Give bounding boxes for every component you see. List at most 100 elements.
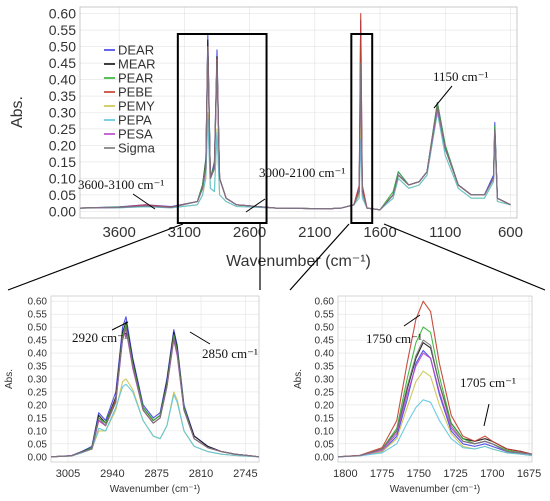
annotation-2920: 2920 cm⁻¹: [72, 330, 128, 345]
annotation-arrow-1150: [433, 85, 453, 109]
main-ytick-label: 0.55: [49, 22, 76, 38]
zoom_ch-xtick-label: 2810: [189, 468, 213, 480]
zoom_ch-ytick-label: 0.60: [28, 297, 48, 308]
highlight-box-1: [176, 33, 268, 224]
main-ytick-label: 0.50: [49, 38, 76, 54]
main-ytick-label: 0.20: [49, 137, 76, 153]
zoom_co-ytick-label: 0.00: [315, 452, 335, 463]
main-ytick-label: 0.45: [49, 55, 76, 71]
zoom_ch-series-pepa: [50, 383, 260, 458]
main-xtick-label: 3100: [168, 224, 201, 241]
main-ytick-label: 0.10: [49, 170, 76, 186]
zoom_co-series-pepa: [337, 399, 533, 458]
zoom_co-xtick-label: 1800: [333, 468, 357, 480]
main-xtick-label: 2600: [233, 224, 266, 241]
main-ytick-label: 0.00: [49, 203, 76, 219]
zoom-connector-right-a: [289, 223, 350, 291]
main-series-pepa: [79, 111, 511, 211]
highlight-box-2: [350, 33, 374, 224]
main-xtick-label: 3600: [102, 224, 135, 241]
annotation-arrow-2920: [111, 321, 129, 331]
zoom_co-ytick-label: 0.40: [315, 349, 335, 360]
zoom-ch-ylabel: Abs.: [4, 369, 15, 389]
legend-label-pebe: PEBE: [118, 85, 153, 100]
main-ylabel: Abs.: [9, 96, 26, 128]
main-xlabel: Wavenumber (cm⁻¹): [226, 253, 371, 270]
zoom_ch-ytick-label: 0.20: [28, 400, 48, 411]
zoom_co-ytick-label: 0.05: [315, 439, 335, 450]
zoom_co-ytick-label: 0.50: [315, 323, 335, 334]
main-ytick-label: 0.40: [49, 71, 76, 87]
main-xtick-label: 1100: [429, 224, 461, 241]
main-series-sigma: [79, 49, 511, 211]
zoom_co-xtick-label: 1725: [443, 468, 467, 480]
annotation-3600-3100: 3600-3100 cm⁻¹: [78, 177, 164, 192]
zoom_co-xtick-label: 1750: [407, 468, 431, 480]
zoom_co-panel: 0.00 0.05 0.10 0.15 0.20 0.250.30 0.35 0.40 0.45…: [315, 295, 541, 480]
zoom_co-ytick-label: 0.55: [315, 310, 335, 321]
zoom_ch-ytick-label: 0.25: [28, 387, 48, 398]
zoom_co-xtick-label: 1675: [517, 468, 541, 480]
legend-label-dear: DEAR: [118, 43, 154, 58]
zoom_ch-ytick-label: 0.15: [28, 413, 48, 424]
zoom_co-series-pebe: [337, 300, 533, 458]
zoom_ch-ytick-label: 0.35: [28, 362, 48, 373]
main-ytick-label: 0.35: [49, 88, 76, 104]
annotation-arrow-1750: [403, 314, 421, 327]
legend-label-mear: MEAR: [118, 57, 156, 72]
zoom-co-xlabel: Wavenumber (cm⁻¹): [390, 484, 480, 495]
legend-label-pesa: PESA: [118, 127, 153, 142]
main-panel: 0.000.050.100.150.200.250.300.350.400.45…: [49, 5, 523, 241]
zoom-connector-left-a: [7, 223, 184, 291]
zoom_co-frame: [337, 295, 533, 463]
zoom_ch-xtick-label: 2745: [233, 468, 257, 480]
main-frame: [79, 6, 518, 219]
annotation-arrow-1705: [483, 403, 490, 427]
zoom_ch-series-sigma: [50, 326, 260, 458]
annotation-1705: 1705 cm⁻¹: [460, 375, 516, 390]
main-ytick-label: 0.05: [49, 187, 76, 203]
annotation-3000-2100: 3000-2100 cm⁻¹: [259, 165, 345, 180]
annotation-arrow-2850: [189, 331, 211, 345]
legend-label-pemy: PEMY: [118, 99, 155, 114]
zoom_ch-frame: [50, 295, 260, 463]
zoom_co-ytick-label: 0.60: [315, 297, 335, 308]
annotation-1750: 1750 cm⁻¹: [366, 331, 422, 346]
main-xtick-label: 2100: [298, 224, 331, 241]
zoom_ch-ytick-label: 0.30: [28, 375, 48, 386]
annotation-1150: 1150 cm⁻¹: [433, 69, 489, 84]
annotation-2850: 2850 cm⁻¹: [202, 346, 258, 361]
zoom_ch-ytick-label: 0.55: [28, 310, 48, 321]
zoom_ch-xtick-label: 2875: [144, 468, 168, 480]
zoom_ch-ytick-label: 0.45: [28, 336, 48, 347]
zoom_co-ytick-label: 0.10: [315, 426, 335, 437]
zoom_co-ytick-label: 0.15: [315, 413, 335, 424]
zoom_ch-ytick-label: 0.10: [28, 426, 48, 437]
legend-label-pepa: PEPA: [118, 113, 152, 128]
annotation-arrow-3000-2100: [245, 198, 266, 213]
main-ytick-label: 0.25: [49, 121, 76, 137]
zoom-co-ylabel: Abs.: [293, 369, 304, 389]
zoom_co-series-mear: [337, 342, 533, 458]
zoom_ch-xtick-label: 2940: [100, 468, 124, 480]
legend-label-sigma: Sigma: [118, 141, 156, 156]
zoom_co-ytick-label: 0.20: [315, 400, 335, 411]
zoom_co-xtick-label: 1775: [370, 468, 394, 480]
zoom_co-series-sigma: [337, 339, 533, 458]
zoom_co-series-dear: [337, 349, 533, 458]
zoom-connector-right-b: [383, 223, 546, 291]
main-ytick-label: 0.60: [49, 5, 76, 21]
zoom_ch-ytick-label: 0.00: [28, 452, 48, 463]
zoom-ch-xlabel: Wavenumber (cm⁻¹): [110, 484, 200, 495]
zoom_ch-ytick-label: 0.50: [28, 323, 48, 334]
main-ytick-label: 0.15: [49, 154, 76, 170]
zoom_co-ytick-label: 0.35: [315, 362, 335, 373]
main-xtick-label: 600: [498, 224, 523, 241]
zoom_co-ytick-label: 0.45: [315, 336, 335, 347]
zoom_ch-ytick-label: 0.05: [28, 439, 48, 450]
annotation-arrow-3600-3100: [132, 193, 156, 210]
main-xtick-label: 1600: [363, 224, 396, 241]
zoom_co-ytick-label: 0.30: [315, 375, 335, 386]
